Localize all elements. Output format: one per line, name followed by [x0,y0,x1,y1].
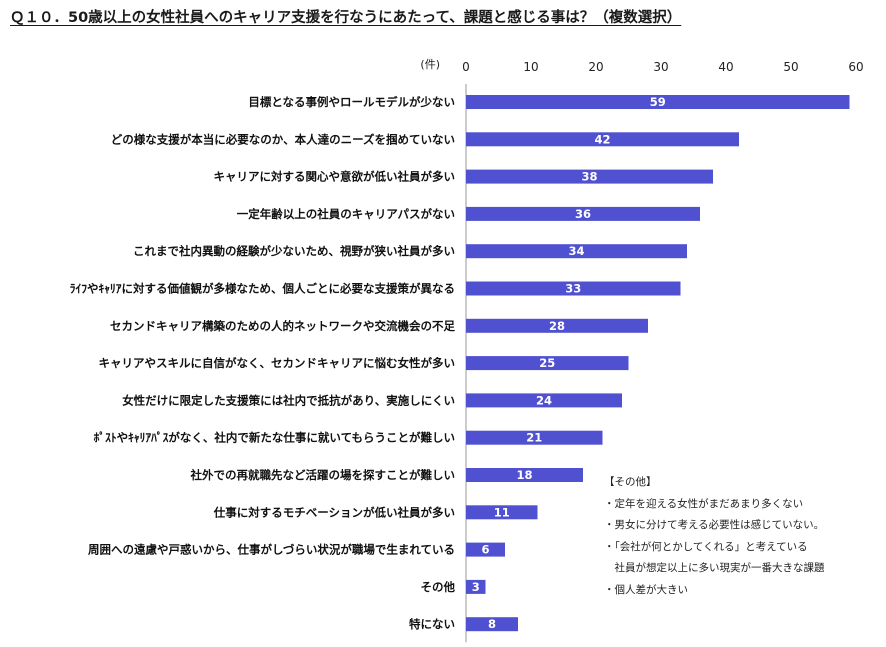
x-tick-label: 50 [783,60,798,74]
bar [466,356,629,371]
bar [466,617,518,632]
bar [466,430,603,445]
bar [466,505,538,520]
category-labels: 目標となる事例やロールモデルが少ないどの様な支援が本当に必要なのか、本人達のニー… [70,95,456,631]
other-note-item: ・個人差が大きい [604,583,688,596]
category-label: 特にない [409,617,455,631]
category-label: これまで社内異動の経験が少ないため、視野が狭い社員が多い [133,244,455,258]
bar [466,318,648,333]
category-label: キャリアに対する関心や意欲が低い社員が多い [214,170,456,184]
bar-value-label: 24 [536,393,552,407]
bar [466,95,850,109]
other-notes: 【その他】 ・定年を迎える女性がまだあまり多くない ・男女に分けて考える必要性は… [604,472,825,601]
bar [466,132,739,147]
bar-value-label: 25 [539,356,555,370]
category-label: 社外での再就職先など活躍の場を探すことが難しい [190,468,456,482]
other-note-item: ・定年を迎える女性がまだあまり多くない [604,497,804,510]
bar [466,542,505,557]
category-label: 仕事に対するモチベーションが低い社員が多い [213,505,455,519]
bar [466,169,713,184]
x-tick-label: 60 [848,60,863,74]
bar [466,206,700,221]
x-tick-label: 0 [462,60,470,74]
bar-value-label: 8 [488,617,496,631]
x-tick-label: 10 [523,60,538,74]
bar [466,468,583,482]
category-label: 女性だけに限定した支援策には社内で抵抗があり、実施しにくい [122,393,455,407]
bar-value-label: 59 [650,95,666,109]
bar-value-label: 6 [481,543,489,557]
x-tick-label: 20 [588,60,603,74]
bar [466,244,687,259]
x-axis-unit-label: (件) [420,58,440,71]
bar [466,393,622,408]
chart-title: Ｑ１０．50歳以上の女性社員へのキャリア支援を行なうにあたって、課題と感じる事は… [10,10,682,26]
bar-value-label: 36 [575,207,591,221]
x-tick-label: 30 [653,60,668,74]
bar-value-label: 21 [526,431,542,445]
other-note-item: ・「会社が何とかしてくれる」と考えている [604,540,808,553]
bar-value-label: 33 [565,282,581,296]
category-label: 目標となる事例やロールモデルが少ない [248,95,455,109]
bar-value-label: 28 [549,319,565,333]
bar-value-label: 18 [516,468,532,482]
other-note-item: ・男女に分けて考える必要性は感じていない。 [604,519,825,531]
other-note-item: 社員が想定以上に多い現実が一番大きな課題 [604,562,825,574]
category-label: 一定年齢以上の社員のキャリアパスがない [237,207,455,221]
x-tick-label: 40 [718,60,733,74]
category-label: 周囲への遠慮や戸惑いから、仕事がしづらい状況が職場で生まれている [88,543,455,557]
category-label: その他 [421,580,456,594]
category-label: セカンドキャリア構築のための人的ネットワークや交流機会の不足 [110,319,455,333]
bar-value-label: 11 [494,505,510,519]
bar-value-label: 34 [568,244,584,258]
category-label: どの様な支援が本当に必要なのか、本人達のニーズを掴めていない [111,132,455,146]
bar-value-label: 38 [581,170,597,184]
bar-value-label: 3 [472,580,480,594]
bar-value-label: 42 [594,132,610,146]
category-label: ﾎﾟｽﾄやｷｬﾘｱﾊﾟｽがなく、社内で新たな仕事に就いてもらうことが難しい [94,431,455,445]
category-label: ﾗｲﾌやｷｬﾘｱに対する価値観が多様なため、個人ごとに必要な支援策が異なる [70,282,455,296]
other-notes-heading: 【その他】 [604,476,657,488]
bar [466,579,486,594]
category-label: キャリアやスキルに自信がなく、セカンドキャリアに悩む女性が多い [99,356,456,370]
bar [466,281,681,296]
